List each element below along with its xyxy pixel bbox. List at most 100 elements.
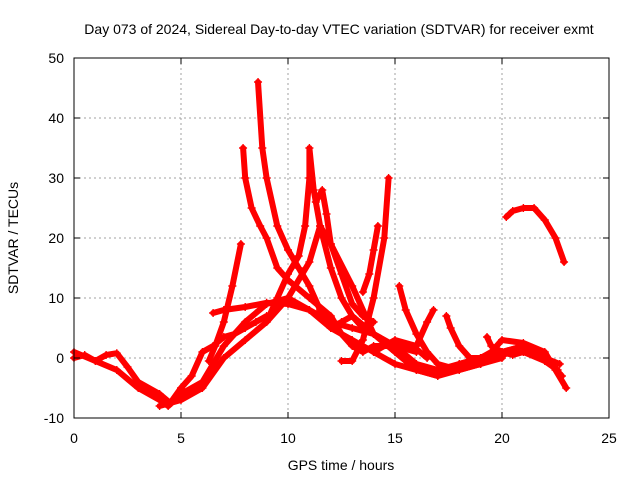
data-point [369,330,378,338]
data-point [508,351,517,359]
y-tick-label: 30 [48,170,64,186]
data-point [258,144,267,152]
data-point [358,288,367,296]
data-point [198,384,207,392]
data-point [284,246,292,254]
data-point [80,351,89,359]
data-point [273,264,282,272]
data-point [455,342,464,350]
data-series-8 [262,144,517,374]
data-point [219,342,228,350]
data-point [423,348,432,356]
data-point [239,144,248,152]
data-point [326,240,335,248]
data-point [102,351,111,359]
data-point [155,390,164,398]
data-point [112,366,121,374]
data-point [337,270,346,278]
data-point [560,258,569,266]
x-tick-label: 0 [70,430,78,446]
data-point [476,354,485,362]
data-point [369,246,378,254]
x-axis-label: GPS time / hours [288,457,395,473]
data-point [273,294,282,302]
data-point [508,207,517,215]
axis-ticks: 0 5 10 15 20 25 -10 0 10 20 30 40 50 [44,50,617,446]
data-point [311,198,320,206]
data-series-16 [502,204,569,266]
data-point [155,402,164,410]
series-trace [338,175,392,364]
data-point [305,306,314,314]
data-point [112,349,121,358]
data-point [134,378,143,386]
data-point [348,282,357,290]
data-point [446,324,455,332]
data-point [204,357,213,365]
data-point [502,213,511,221]
data-point [241,174,250,182]
data-point [236,240,245,248]
x-tick-label: 15 [387,430,403,446]
data-point [391,360,399,368]
data-point [348,324,357,332]
series-trace [71,313,270,406]
data-series-11 [358,222,382,296]
data-point [519,339,528,347]
data-point [519,204,528,212]
data-points [70,78,571,410]
data-point [429,306,438,314]
x-tick-label: 25 [601,430,617,446]
data-point [348,357,357,365]
data-point [553,366,562,374]
data-point [262,318,271,326]
data-series-13 [369,306,438,356]
data-point [241,324,250,332]
series-trace [396,283,563,373]
data-point [262,298,271,307]
y-tick-label: 10 [48,290,64,306]
data-point [305,174,314,182]
data-point [254,78,263,86]
y-tick-label: 20 [48,230,64,246]
data-point [369,348,378,356]
y-tick-label: 0 [56,350,64,366]
data-point [530,204,539,212]
data-point [284,300,292,308]
series-trace [359,223,381,295]
data-point [316,306,325,314]
data-point [348,336,357,344]
data-point [380,234,389,242]
data-point [483,333,492,341]
data-series-9 [311,186,378,326]
data-point [316,222,325,230]
data-series-10 [337,174,393,365]
series-trace [263,145,516,373]
y-tick-label: -10 [44,410,64,426]
data-point [555,360,564,368]
data-point [294,264,303,272]
data-point [540,357,549,365]
data-point [412,342,421,350]
data-series-14 [442,312,571,392]
data-point [230,330,239,338]
data-point [358,336,367,344]
data-point [322,210,331,218]
data-point [465,354,474,362]
data-point [391,336,399,344]
x-tick-label: 10 [280,430,296,446]
data-point [309,186,318,194]
data-point [305,282,314,290]
data-point [395,282,404,290]
data-point [318,186,327,194]
y-axis-label: SDTVAR / TECUs [5,182,21,294]
x-tick-label: 20 [494,430,510,446]
y-tick-label: 50 [48,50,64,66]
data-point [384,174,393,182]
chart-title: Day 073 of 2024, Sidereal Day-to-day VTE… [84,21,593,37]
data-point [540,216,549,224]
data-point [433,360,442,368]
data-point [412,360,421,368]
data-point [551,234,560,242]
